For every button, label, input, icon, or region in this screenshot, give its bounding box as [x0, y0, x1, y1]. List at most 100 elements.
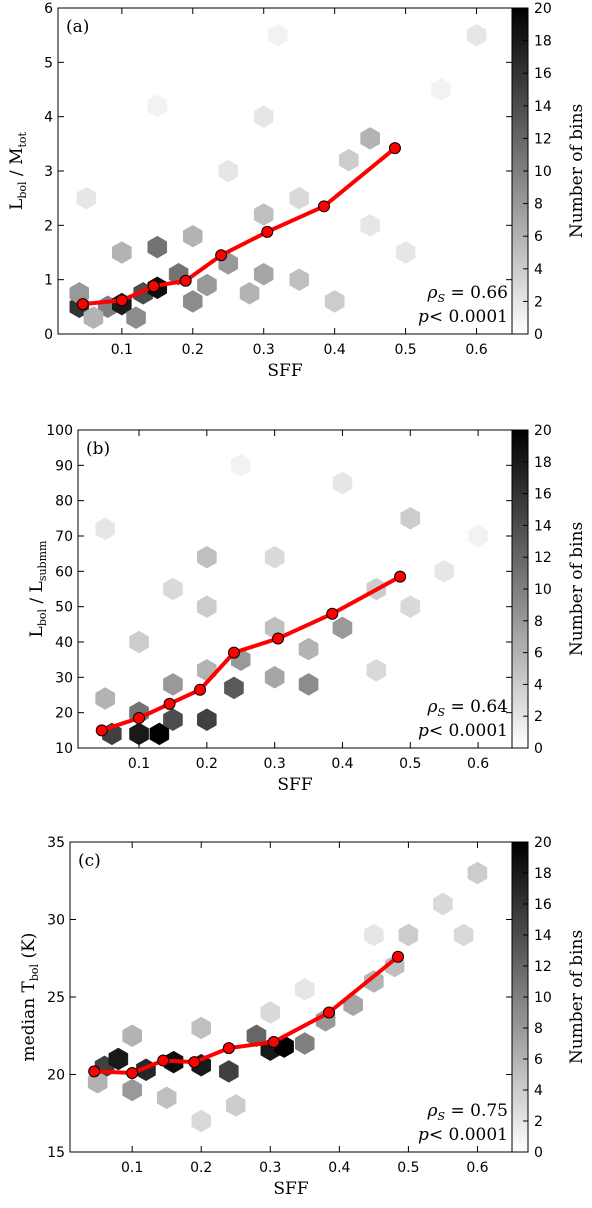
colorbar-tick-label: 6: [534, 646, 543, 662]
colorbar-tick-label: 8: [534, 1021, 543, 1037]
x-tick-label: 0.3: [253, 342, 275, 358]
y-tick-label: 60: [55, 564, 73, 580]
hexbin-cell: [246, 1024, 267, 1048]
colorbar-tick-label: 16: [534, 897, 552, 913]
stat-part: < 0.0001: [429, 721, 508, 741]
hexbin-cell: [147, 235, 168, 259]
stat-part: ρ: [427, 283, 438, 303]
x-tick-label: 0.4: [331, 756, 353, 772]
colorbar-tick-label: 0: [534, 1145, 543, 1161]
hexbin-cell: [253, 105, 274, 128]
hexbin-cell: [324, 290, 345, 313]
hexbin-cell: [191, 1109, 211, 1133]
hexbin-cell: [466, 23, 487, 47]
hexbin-cell: [122, 1024, 142, 1048]
hexbin-cell: [122, 1078, 142, 1102]
y-tick-label: 40: [55, 635, 73, 651]
y-axis-label: Lbol / Mtot: [7, 131, 29, 209]
colorbar-tick-label: 20: [534, 1, 552, 17]
trend-point: [126, 1066, 139, 1079]
stat-annotation: p< 0.0001: [418, 721, 508, 741]
hexbin-cell: [197, 659, 217, 682]
x-axis-label: SFF: [267, 361, 302, 381]
y-axis-label: Lbol / Lsubmm: [27, 540, 49, 638]
hexbin-cell: [366, 659, 387, 682]
hexbin-cell: [468, 524, 488, 548]
colorbar-tick-label: 18: [534, 455, 552, 471]
colorbar-tick-label: 18: [534, 866, 552, 882]
trend-point: [194, 683, 207, 696]
y-label-part: (K): [19, 933, 39, 964]
x-tick-label: 0.5: [394, 342, 416, 358]
x-tick-label: 0.6: [467, 756, 489, 772]
plot-area: [69, 23, 487, 329]
colorbar-tick-label: 2: [534, 709, 543, 725]
hexbin-cell: [433, 892, 453, 916]
x-axis-label: SFF: [273, 1179, 308, 1199]
y-tick-label: 5: [44, 55, 53, 71]
hexbin-cell: [467, 861, 488, 885]
colorbar-tick-label: 10: [534, 990, 552, 1006]
stat-annotation: ρS = 0.66: [427, 283, 508, 305]
stat-part: S: [438, 292, 446, 305]
hexbin-cell: [95, 517, 115, 541]
colorbar-tick-label: 4: [534, 677, 543, 693]
y-tick-label: 30: [47, 913, 65, 929]
hexbin-cell: [163, 673, 183, 696]
colorbar-tick-label: 14: [534, 928, 552, 944]
colorbar-label: Number of bins: [567, 930, 587, 1064]
hexbin-cell: [253, 203, 274, 226]
trend-point: [318, 200, 331, 213]
plot-frame: [57, 7, 513, 335]
hexbin-cell: [163, 577, 183, 601]
stat-part: ρ: [427, 697, 438, 717]
hexbin-cell: [197, 545, 217, 569]
x-tick-label: 0.3: [259, 1160, 281, 1176]
plot-area: [87, 861, 488, 1133]
hexbin-cell: [230, 454, 251, 477]
colorbar-tick-label: 14: [534, 99, 552, 115]
trend-point: [179, 274, 192, 287]
hexbin-cell: [191, 1016, 211, 1040]
trend-point: [147, 280, 160, 293]
hexbin-cell: [156, 1086, 177, 1110]
y-tick-label: 20: [55, 706, 73, 722]
hexbin-cell: [76, 186, 97, 210]
hexbin-cell: [147, 94, 168, 118]
trend-point: [394, 570, 407, 583]
colorbar-tick-label: 18: [534, 34, 552, 50]
trend-point: [392, 950, 405, 963]
hexbin-cell: [225, 1094, 246, 1117]
colorbar-tick-label: 4: [534, 262, 543, 278]
colorbar-tick-label: 8: [534, 197, 543, 213]
stat-part: p: [418, 307, 429, 327]
y-label-part: median T: [19, 980, 39, 1061]
y-tick-label: 4: [44, 110, 53, 126]
trend-point: [188, 1056, 201, 1069]
y-tick-label: 90: [55, 458, 73, 474]
hexbin-cell: [364, 923, 384, 947]
hexbin-cell: [264, 545, 285, 569]
hexbin-cell: [183, 290, 203, 313]
hexbin-cell: [332, 471, 353, 495]
y-tick-label: 0: [44, 327, 53, 343]
y-tick-label: 100: [46, 423, 73, 439]
hexbin-cell: [108, 1047, 129, 1071]
hexbin-cell: [224, 676, 244, 700]
y-label-sub: bol: [16, 181, 29, 199]
y-label-sub: bol: [28, 963, 41, 981]
colorbar-tick-label: 0: [534, 327, 543, 343]
y-axis-label: median Tbol (K): [19, 933, 41, 1062]
hexbin-cell: [434, 560, 454, 583]
colorbar-tick-label: 10: [534, 582, 552, 598]
trend-point: [215, 249, 228, 262]
hexbin-cell: [253, 262, 274, 286]
hexbin-cell: [129, 722, 149, 746]
y-tick-label: 15: [47, 1145, 65, 1161]
hexbin-cell: [395, 241, 416, 264]
colorbar-tick-label: 12: [534, 550, 552, 566]
y-tick-label: 10: [55, 741, 73, 757]
trend-point: [227, 646, 240, 659]
x-tick-label: 0.1: [128, 756, 150, 772]
